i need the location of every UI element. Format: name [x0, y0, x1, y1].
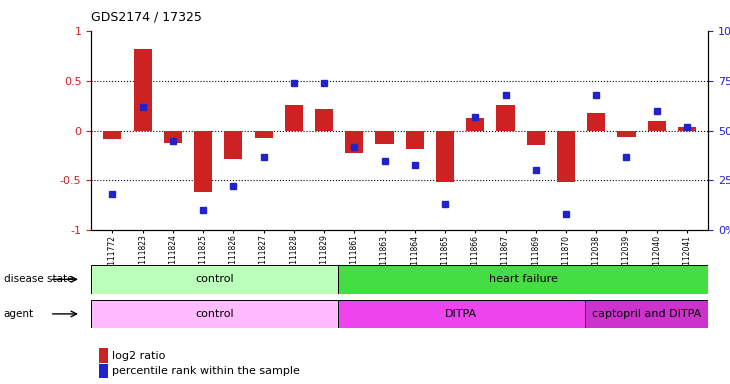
Bar [557, 131, 575, 182]
Text: GDS2174 / 17325: GDS2174 / 17325 [91, 10, 202, 23]
Bar [406, 131, 424, 149]
Text: percentile rank within the sample: percentile rank within the sample [112, 366, 299, 376]
Text: heart failure: heart failure [488, 274, 558, 285]
Text: disease state: disease state [4, 274, 73, 285]
Bar [164, 131, 182, 142]
Bar [194, 131, 212, 192]
Bar [466, 118, 484, 131]
Bar [255, 131, 273, 137]
Bar [496, 104, 515, 131]
Text: control: control [196, 274, 234, 285]
Bar [285, 104, 303, 131]
Bar [104, 131, 121, 139]
Text: DITPA: DITPA [445, 309, 477, 319]
Bar [224, 131, 242, 159]
Text: log2 ratio: log2 ratio [112, 351, 165, 361]
Bar [436, 131, 454, 182]
Bar [315, 109, 333, 131]
Bar [91, 265, 338, 294]
Bar [618, 131, 636, 137]
Bar [648, 121, 666, 131]
Text: agent: agent [4, 309, 34, 319]
Bar [91, 300, 338, 328]
Bar [345, 131, 364, 152]
Bar [375, 131, 393, 144]
Bar [338, 265, 708, 294]
Bar [587, 113, 605, 131]
Bar [338, 300, 585, 328]
Text: control: control [196, 309, 234, 319]
Text: captopril and DITPA: captopril and DITPA [592, 309, 701, 319]
Bar [678, 127, 696, 131]
Bar [134, 49, 152, 131]
Bar [585, 300, 708, 328]
Bar [526, 131, 545, 144]
